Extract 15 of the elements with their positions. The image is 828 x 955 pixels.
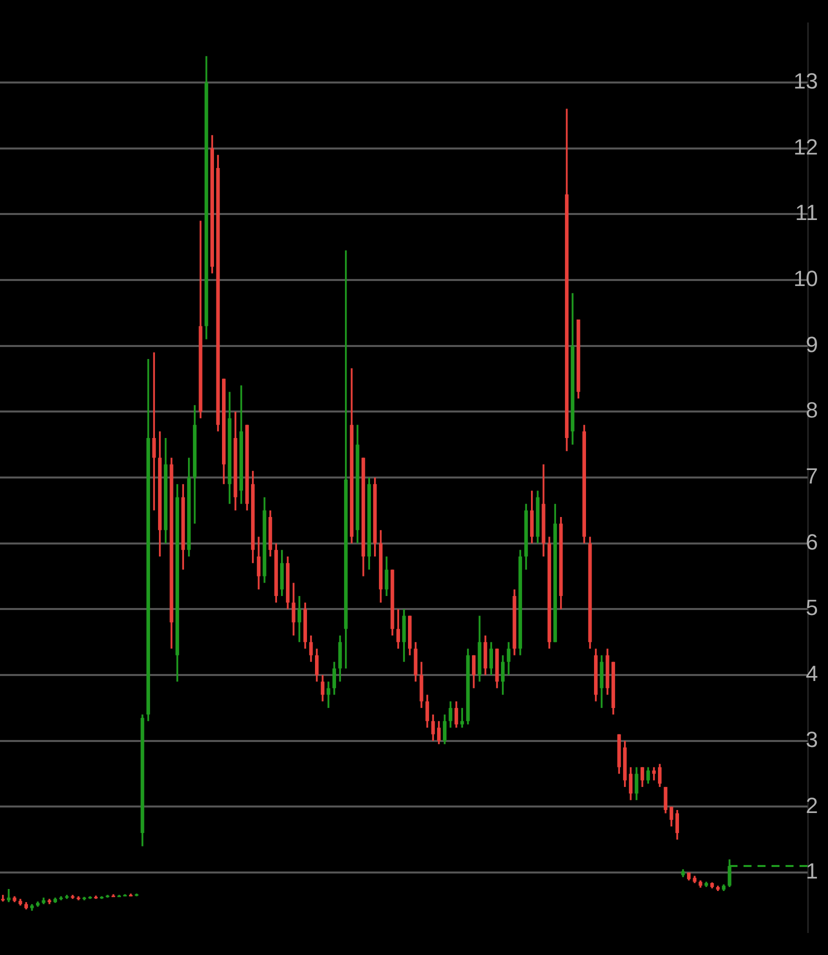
y-tick-label: 11 (795, 200, 818, 226)
y-tick-label: 6 (806, 529, 818, 554)
y-tick-label: 7 (806, 464, 818, 489)
candlestick (152, 352, 156, 510)
y-tick-label: 4 (806, 661, 818, 686)
y-tick-label: 8 (806, 398, 818, 423)
y-tick-label: 2 (806, 792, 818, 818)
candlestick (460, 708, 464, 728)
y-tick-label: 3 (806, 726, 818, 752)
y-tick-label: 5 (806, 595, 818, 620)
y-tick-label: 12 (794, 134, 818, 160)
y-tick-label: 10 (794, 266, 818, 292)
y-tick-label: 1 (806, 858, 818, 884)
y-tick-label: 9 (806, 332, 818, 357)
y-tick-label: 13 (794, 68, 818, 94)
